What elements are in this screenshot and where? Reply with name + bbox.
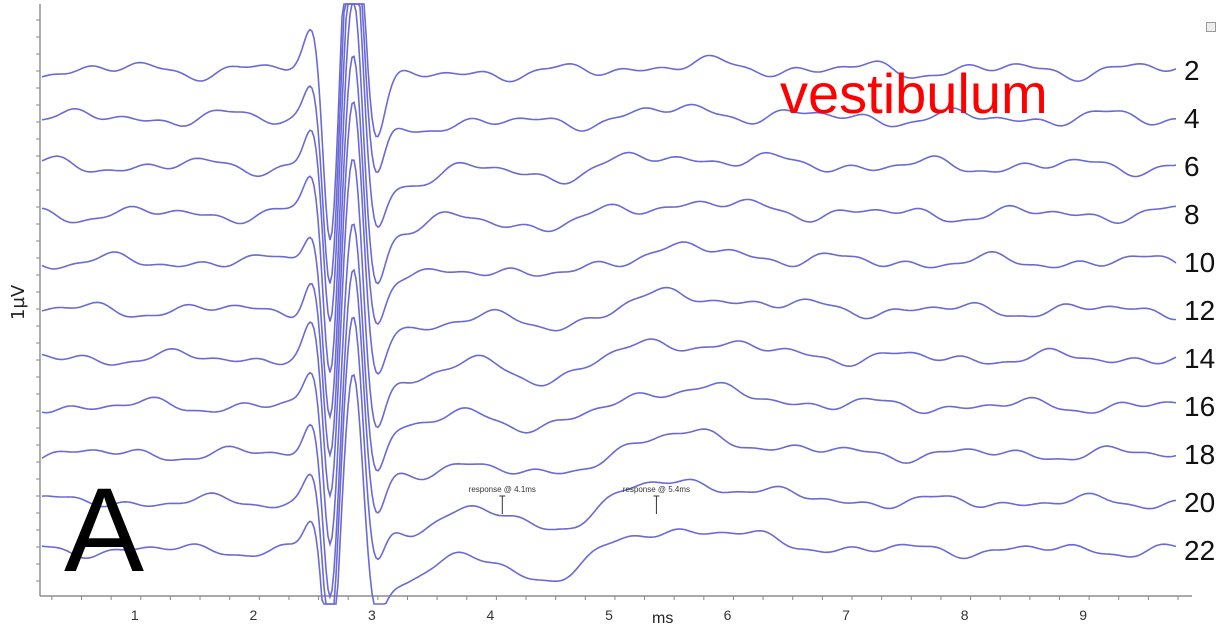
annotation-label: response @ 5.4ms: [623, 485, 690, 494]
trace-8: [41, 3, 1177, 373]
trace-4: [41, 3, 1176, 284]
trace-label-20: 20: [1184, 487, 1215, 518]
annotation-group: response @ 4.1ms response @ 5.4ms: [469, 485, 690, 514]
trace-label-2: 2: [1184, 55, 1200, 86]
trace-label-8: 8: [1184, 199, 1200, 230]
trace-group: [41, 3, 1177, 605]
trace-10: [41, 55, 1177, 420]
annotation-label: response @ 4.1ms: [469, 485, 536, 494]
trace-label-6: 6: [1184, 151, 1200, 182]
x-tick-label: 3: [368, 607, 376, 623]
trace-label-16: 16: [1184, 391, 1215, 422]
x-tick-label: 8: [961, 607, 969, 623]
x-tick-label: 5: [605, 607, 613, 623]
trace-20: [41, 316, 1177, 605]
scroll-marker[interactable]: [1206, 22, 1216, 32]
x-tick-label: 1: [131, 607, 139, 623]
trace-label-10: 10: [1184, 247, 1215, 278]
y-axis-label: 1µV: [8, 284, 29, 320]
trace-label-4: 4: [1184, 103, 1200, 134]
x-tick-label: 7: [842, 607, 850, 623]
trace-label-12: 12: [1184, 295, 1215, 326]
x-tick-label: 2: [249, 607, 257, 623]
trace-16: [41, 223, 1177, 548]
trace-14: [41, 159, 1177, 499]
trace-label-22: 22: [1184, 535, 1215, 566]
trace-22: [41, 373, 1177, 605]
trace-label-group: 2 4 6 8 10 12 14 16 18 20 22: [1184, 55, 1215, 566]
x-tick-label: 4: [487, 607, 495, 623]
trace-6: [41, 3, 1177, 322]
panel-letter: A: [64, 463, 145, 597]
x-axis-unit: ms: [652, 610, 674, 627]
trace-label-14: 14: [1184, 343, 1215, 374]
x-tick-label: 9: [1079, 607, 1087, 623]
trace-label-18: 18: [1184, 439, 1215, 470]
trace-18: [41, 268, 1177, 600]
trace-2: [41, 3, 1177, 241]
x-axis-ticks: 1 2 3 4 5 6 7 8 9: [51, 596, 1179, 623]
plot-title: vestibulum: [780, 62, 1048, 125]
trace-12: [41, 100, 1176, 459]
x-tick-label: 6: [724, 607, 732, 623]
